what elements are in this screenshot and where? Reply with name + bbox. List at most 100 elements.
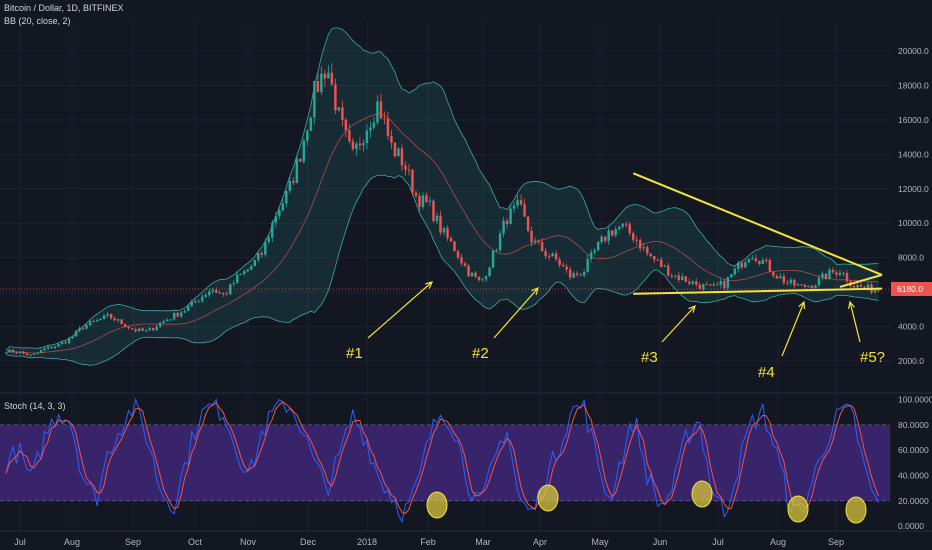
symbol-legend: Bitcoin / Dollar, 1D, BITFINEX — [4, 3, 124, 13]
candle-body — [155, 326, 158, 331]
candle-body — [330, 72, 334, 85]
candle-body — [491, 250, 495, 268]
arrow-head — [688, 304, 696, 313]
candle-body — [32, 353, 36, 355]
candle-body — [779, 276, 782, 279]
candle-body — [46, 346, 50, 349]
candle-body — [856, 285, 859, 288]
candle-body — [425, 195, 428, 202]
candle-body — [39, 350, 43, 353]
candle-body — [575, 273, 579, 275]
candle-body — [190, 301, 193, 307]
candle-body — [239, 273, 242, 275]
arrow-line — [849, 301, 861, 343]
descending-trendline — [632, 172, 883, 276]
candle-body — [660, 259, 663, 267]
last-price-tag — [891, 282, 932, 297]
candle-body — [859, 285, 863, 287]
candle-body — [568, 269, 572, 278]
candle-body — [15, 352, 18, 354]
candle-body — [758, 260, 761, 265]
candle-body — [842, 272, 845, 274]
candle-body — [211, 290, 214, 292]
candle-body — [88, 321, 92, 326]
candle-body — [313, 81, 316, 118]
candle-body — [810, 285, 814, 289]
candle-body — [709, 284, 712, 286]
stoch-d-line — [5, 401, 879, 515]
candle-body — [526, 216, 530, 231]
candle-body — [845, 272, 849, 282]
candle-body — [232, 283, 235, 285]
candle-body — [229, 283, 232, 295]
stoch-low-marker — [691, 480, 713, 508]
stoch-band — [0, 424, 890, 501]
arrow-line — [781, 301, 805, 357]
candle-body — [376, 101, 379, 123]
candle-body — [631, 233, 635, 240]
candle-body — [379, 101, 383, 119]
candle-body — [544, 251, 547, 257]
annotation-label: #4 — [758, 364, 775, 381]
candle-body — [292, 180, 295, 183]
candle-body — [11, 349, 15, 353]
candle-body — [390, 135, 393, 143]
candle-body — [179, 312, 183, 317]
arrow-line — [661, 305, 696, 343]
candle-body — [642, 247, 645, 249]
candle-body — [351, 141, 355, 149]
triangle-apex — [839, 273, 883, 288]
stoch-tick-label: 40.0000 — [898, 471, 929, 481]
bb-upper — [5, 27, 879, 351]
candle-body — [838, 272, 842, 275]
candle-body — [137, 328, 141, 332]
candle-body — [502, 220, 505, 234]
annotations: #1 #2 #3 #4 #5? — [346, 281, 885, 524]
candle-body — [116, 319, 120, 321]
stoch-tick-label: 100.0000 — [898, 395, 932, 405]
candle-body — [684, 276, 688, 282]
candle-body — [218, 292, 221, 294]
candle-body — [565, 266, 568, 270]
candle-body — [109, 314, 113, 319]
candle-body — [761, 259, 765, 265]
candle-body — [344, 119, 348, 131]
candle-body — [414, 192, 418, 196]
candlestick-series — [4, 63, 880, 356]
candle-body — [747, 258, 751, 263]
arrow-head — [798, 300, 806, 310]
candle-body — [866, 284, 870, 289]
x-tick-label: 2018 — [357, 537, 377, 547]
candle-body — [92, 321, 95, 323]
candle-body — [596, 241, 600, 251]
candle-body — [775, 275, 779, 279]
candle-body — [53, 346, 57, 349]
candle-body — [428, 200, 432, 202]
candle-body — [744, 262, 747, 268]
candle-body — [421, 195, 425, 208]
candle-body — [786, 282, 789, 284]
candle-body — [691, 281, 695, 284]
candle-body — [740, 262, 744, 268]
candle-body — [498, 233, 502, 251]
candle-body — [653, 256, 656, 260]
annotation-label: #3 — [641, 349, 658, 366]
candle-body — [299, 158, 302, 162]
candle-body — [113, 318, 116, 321]
candle-body — [488, 267, 491, 277]
y-tick-label: 10000.0 — [898, 218, 929, 228]
candle-body — [225, 294, 228, 296]
candle-body — [621, 223, 624, 227]
candle-body — [99, 318, 102, 321]
candle-body — [453, 241, 456, 252]
candle-body — [400, 148, 404, 166]
candle-body — [25, 353, 29, 356]
candle-body — [60, 342, 64, 344]
candle-body — [271, 222, 274, 238]
stoch-tick-label: 60.0000 — [898, 445, 929, 455]
candle-body — [81, 328, 85, 330]
candle-body — [828, 269, 831, 280]
arrow-head — [531, 286, 539, 295]
candle-body — [348, 130, 351, 142]
annotation-label: #2 — [472, 345, 489, 362]
